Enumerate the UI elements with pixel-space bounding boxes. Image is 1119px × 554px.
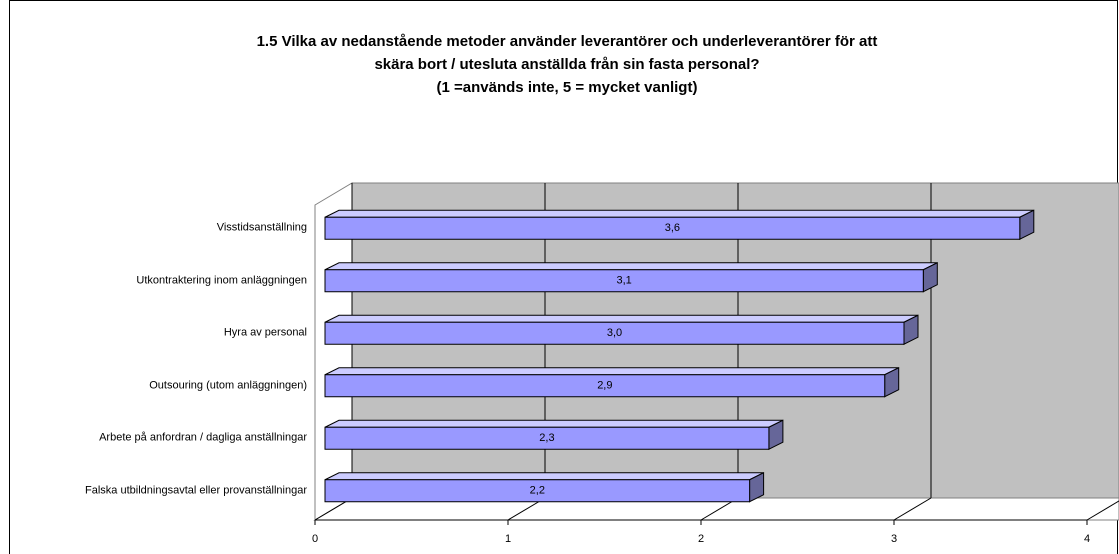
y-tick-label: Hyra av personal xyxy=(223,326,307,339)
bar-front xyxy=(324,374,886,398)
bar xyxy=(324,314,919,346)
bar-top xyxy=(324,314,919,323)
bar-top xyxy=(324,367,899,376)
bar xyxy=(324,366,900,398)
value-label: 3,1 xyxy=(617,275,632,287)
bar-top xyxy=(324,209,1035,218)
y-tick-label: Visstidsanställning xyxy=(216,221,307,234)
bar xyxy=(324,419,784,451)
chart-title: 1.5 Vilka av nedanstående metoder använd… xyxy=(257,33,878,50)
bar xyxy=(324,261,938,293)
chart-subtitle: (1 =används inte, 5 = mycket vanligt) xyxy=(437,79,698,96)
x-tick-label: 3 xyxy=(891,533,897,545)
y-tick-label: Outsouring (utom anläggningen) xyxy=(149,379,307,392)
value-label: 3,0 xyxy=(607,327,622,339)
bar-front xyxy=(324,269,924,293)
chart-title: skära bort / utesluta anställda från sin… xyxy=(374,56,759,73)
value-label: 2,2 xyxy=(530,485,545,497)
x-tick-label: 1 xyxy=(505,533,511,545)
bar xyxy=(324,209,1035,241)
bar-top xyxy=(324,472,764,481)
bar-front xyxy=(324,479,751,503)
bar-front xyxy=(324,216,1021,240)
grid-line xyxy=(893,497,932,521)
bar xyxy=(324,471,765,503)
x-tick-label: 0 xyxy=(312,533,318,545)
bar-top xyxy=(324,262,938,271)
x-tick-label: 2 xyxy=(698,533,704,545)
y-tick-label: Utkontraktering inom anläggningen xyxy=(136,274,307,287)
bar-front xyxy=(324,321,905,345)
bar-front xyxy=(324,426,770,450)
y-tick-label: Falska utbildningsavtal eller provanstäl… xyxy=(85,484,307,497)
value-label: 2,9 xyxy=(597,380,612,392)
x-tick-label: 4 xyxy=(1084,533,1090,545)
value-label: 2,3 xyxy=(539,432,554,444)
grid-line xyxy=(1086,500,1119,521)
value-label: 3,6 xyxy=(665,222,680,234)
bar-top xyxy=(324,419,784,428)
y-tick-label: Arbete på anfordran / dagliga anställnin… xyxy=(99,431,307,444)
